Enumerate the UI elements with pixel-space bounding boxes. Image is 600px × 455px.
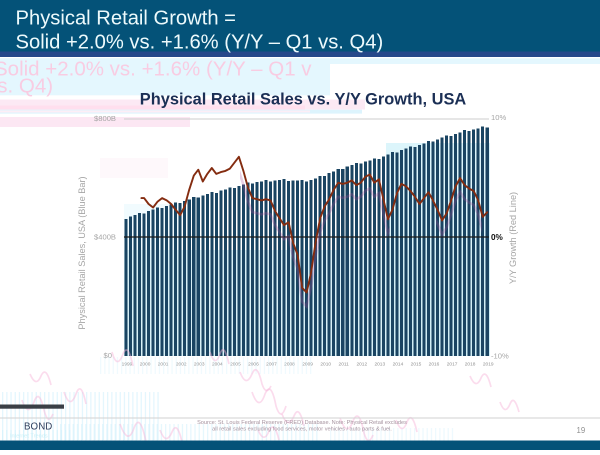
svg-text:Y/Y Growth (Red Line): Y/Y Growth (Red Line)	[508, 192, 518, 284]
svg-text:2009: 2009	[302, 362, 313, 368]
svg-text:2016: 2016	[429, 362, 440, 368]
svg-text:Physical Retail Sales, USA (Bl: Physical Retail Sales, USA (Blue Bar)	[77, 176, 87, 329]
svg-text:all retail sales excluding foo: all retail sales excluding food services…	[212, 427, 392, 433]
svg-text:2017: 2017	[447, 362, 458, 368]
svg-text:2000: 2000	[140, 362, 151, 368]
svg-text:2004: 2004	[212, 362, 223, 368]
svg-text:Physical Retail Sales vs. Y/Y: Physical Retail Sales vs. Y/Y Growth, US…	[140, 91, 467, 109]
svg-text:$800B: $800B	[94, 114, 116, 123]
svg-text:2003: 2003	[194, 362, 205, 368]
svg-text:Solid +2.0% vs. +1.6% (Y/Y – Q: Solid +2.0% vs. +1.6% (Y/Y – Q1 v	[0, 58, 312, 81]
svg-text:1999: 1999	[122, 362, 133, 368]
svg-text:19: 19	[577, 426, 586, 435]
svg-text:2002: 2002	[176, 362, 187, 368]
svg-text:Physical Retail Growth =: Physical Retail Growth =	[16, 8, 236, 30]
svg-text:BOND: BOND	[24, 422, 52, 433]
svg-text:vs. Q4): vs. Q4)	[0, 75, 53, 98]
svg-text:10%: 10%	[491, 113, 506, 122]
svg-text:2001: 2001	[158, 362, 169, 368]
svg-text:2007: 2007	[266, 362, 277, 368]
svg-text:2019: 2019	[483, 362, 494, 368]
svg-text:2018: 2018	[465, 362, 476, 368]
svg-text:2015: 2015	[411, 362, 422, 368]
svg-text:2010: 2010	[320, 362, 331, 368]
svg-text:2006: 2006	[248, 362, 259, 368]
svg-text:0%: 0%	[491, 233, 504, 242]
svg-text:2011: 2011	[339, 362, 350, 368]
svg-text:2008: 2008	[284, 362, 295, 368]
svg-text:$0: $0	[104, 351, 112, 360]
svg-text:2014: 2014	[393, 362, 404, 368]
svg-text:-10%: -10%	[491, 352, 509, 361]
svg-text:Source: St. Louis Federal Rese: Source: St. Louis Federal Reserve (FRED)…	[197, 420, 407, 426]
svg-text:2012: 2012	[356, 362, 367, 368]
svg-text:2005: 2005	[230, 362, 241, 368]
svg-text:2013: 2013	[374, 362, 385, 368]
svg-text:Internet Trends: Internet Trends	[10, 434, 48, 440]
svg-text:Solid +2.0% vs. +1.6% (Y/Y – Q: Solid +2.0% vs. +1.6% (Y/Y – Q1 vs. Q4)	[16, 32, 384, 54]
svg-text:$400B: $400B	[94, 233, 116, 242]
